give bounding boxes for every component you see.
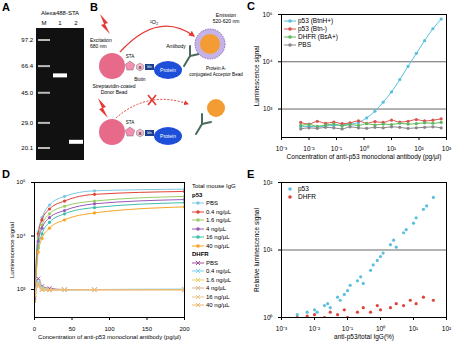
svg-text:10⁻¹: 10⁻¹ — [342, 325, 354, 332]
html-text:0.4 ng/µL: 0.4 ng/µL — [206, 268, 232, 274]
svg-text:29.0: 29.0 — [21, 120, 33, 126]
html-text:p53 (BtnH+): p53 (BtnH+) — [298, 17, 334, 24]
svg-text:97.2: 97.2 — [21, 37, 33, 43]
html-text:E: E — [247, 168, 255, 180]
svg-text:10⁴: 10⁴ — [16, 233, 26, 239]
svg-text:conjugated Acceptor Bead: conjugated Acceptor Bead — [189, 72, 243, 77]
svg-text:10⁰: 10⁰ — [359, 145, 369, 152]
svg-text:Concentration of anti-p53 mono: Concentration of anti-p53 monoclonal ant… — [287, 153, 442, 161]
svg-text:STA: STA — [126, 120, 134, 125]
svg-text:10¹: 10¹ — [409, 325, 419, 332]
html-text:PBS: PBS — [206, 200, 218, 206]
svg-text:Relative luminescence signal: Relative luminescence signal — [253, 208, 261, 292]
html-text:16 ng/µL: 16 ng/µL — [206, 234, 230, 240]
svg-text:Concentration of anti-p53 mono: Concentration of anti-p53 monoclonal ant… — [38, 334, 181, 340]
svg-text:100: 100 — [104, 326, 115, 332]
svg-text:Biotin: Biotin — [134, 77, 146, 82]
svg-text:10⁰: 10⁰ — [376, 325, 386, 332]
svg-text:10⁴: 10⁴ — [262, 58, 272, 65]
svg-text:Antibody: Antibody — [166, 43, 186, 49]
svg-text:0: 0 — [33, 326, 37, 332]
svg-text:Emission: Emission — [215, 12, 237, 18]
svg-text:10⁻¹: 10⁻¹ — [331, 145, 343, 152]
svg-text:10²: 10² — [263, 179, 273, 186]
svg-text:10³: 10³ — [17, 286, 26, 292]
svg-text:10³: 10³ — [263, 105, 273, 112]
svg-text:10⁻³: 10⁻³ — [276, 145, 288, 152]
html-text:Total mouse IgG: Total mouse IgG — [192, 183, 236, 189]
svg-text:Luminescence signal: Luminescence signal — [9, 222, 15, 278]
html-text:p53 (Btn-): p53 (Btn-) — [298, 25, 327, 32]
html-text:0.4 ng/µL: 0.4 ng/µL — [206, 208, 232, 215]
svg-text:10⁻³: 10⁻³ — [276, 325, 288, 332]
svg-text:B: B — [90, 1, 98, 13]
html-text:DHFR: DHFR — [298, 193, 317, 200]
html-text:C: C — [247, 0, 255, 12]
svg-text:anti-p53/total IgG(%): anti-p53/total IgG(%) — [334, 333, 394, 341]
svg-text:STA: STA — [126, 54, 134, 59]
svg-text:bls: bls — [147, 131, 152, 135]
svg-text:Luminescence signal: Luminescence signal — [253, 45, 261, 106]
html-text:4 ng/µL: 4 ng/µL — [206, 285, 227, 291]
svg-text:10⁵: 10⁵ — [16, 179, 26, 185]
svg-text:10¹: 10¹ — [263, 246, 273, 253]
html-text:1.6 ng/µL: 1.6 ng/µL — [206, 276, 232, 283]
svg-text:M: M — [42, 20, 47, 26]
svg-text:Donor Bead: Donor Bead — [101, 89, 128, 95]
svg-text:Alexa488-STA: Alexa488-STA — [41, 10, 79, 16]
svg-text:10⁻²: 10⁻² — [303, 145, 315, 152]
svg-text:Protein A-: Protein A- — [206, 66, 227, 71]
svg-text:10⁵: 10⁵ — [263, 11, 273, 18]
html-text:1.6 ng/µL: 1.6 ng/µL — [206, 217, 232, 223]
svg-text:10²: 10² — [442, 325, 452, 332]
svg-text:bls: bls — [147, 65, 152, 69]
svg-text:50: 50 — [69, 326, 76, 332]
svg-text:10¹: 10¹ — [387, 145, 397, 152]
svg-text:520-620 nm: 520-620 nm — [213, 18, 240, 24]
svg-text:1: 1 — [58, 20, 62, 26]
svg-text:10⁻²: 10⁻² — [309, 325, 321, 332]
html-text:p53: p53 — [192, 191, 203, 198]
html-text:PBS: PBS — [298, 41, 311, 48]
html-text:D: D — [2, 168, 10, 180]
svg-text:2: 2 — [74, 20, 78, 26]
svg-text:B: B — [139, 131, 142, 136]
svg-text:Protein: Protein — [160, 133, 176, 139]
svg-text:Streptavidin-coated: Streptavidin-coated — [92, 83, 136, 89]
html-text:DHFR: DHFR — [192, 251, 209, 257]
svg-text:680 nm: 680 nm — [90, 43, 107, 49]
svg-text:Excitation: Excitation — [90, 37, 112, 43]
svg-text:66.4: 66.4 — [21, 63, 33, 69]
svg-text:200: 200 — [179, 326, 190, 332]
svg-text:Protein: Protein — [160, 67, 176, 73]
svg-text:10²: 10² — [414, 145, 424, 152]
html-text:4 ng/µL: 4 ng/µL — [206, 225, 227, 232]
html-text:16 ng/µL: 16 ng/µL — [206, 293, 230, 300]
html-text:40 ng/µL: 40 ng/µL — [206, 302, 230, 308]
svg-text:150: 150 — [142, 326, 153, 332]
svg-text:B: B — [139, 65, 142, 70]
svg-text:10⁰: 10⁰ — [263, 314, 273, 321]
html-text:DHFR (BsA+): DHFR (BsA+) — [298, 33, 338, 40]
html-text:40 ng/µL: 40 ng/µL — [206, 242, 230, 249]
svg-text:10³: 10³ — [442, 145, 452, 152]
svg-text:¹O₂: ¹O₂ — [150, 19, 158, 25]
svg-text:20.1: 20.1 — [21, 145, 33, 151]
svg-text:A: A — [2, 1, 10, 13]
html-text:PBS: PBS — [206, 259, 218, 266]
html-text:p53: p53 — [298, 185, 309, 192]
svg-text:45.0: 45.0 — [21, 90, 33, 96]
